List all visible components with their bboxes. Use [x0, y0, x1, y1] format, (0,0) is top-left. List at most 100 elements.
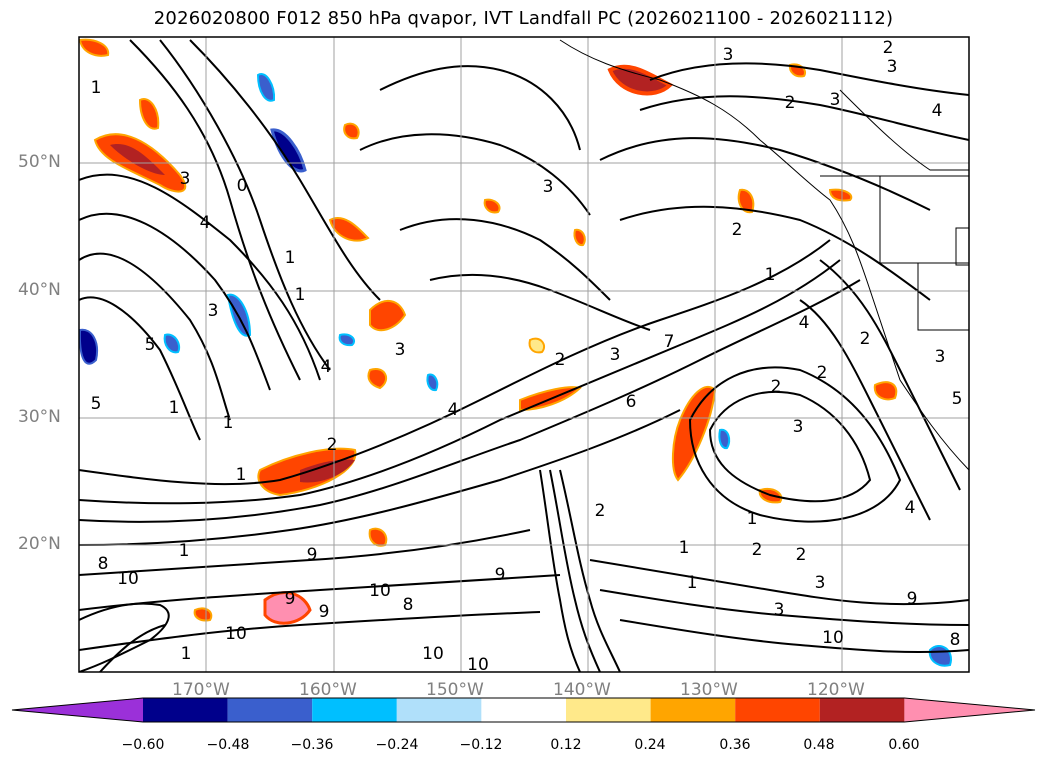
colorbar-tick-label: 0.48 [803, 737, 835, 753]
colorbar-tick-label: 0.36 [719, 737, 751, 753]
ivt-contour-lines [79, 39, 969, 672]
contour-label: 1 [179, 541, 190, 561]
map-frame [78, 36, 970, 673]
colorbar-tick-label: 0.60 [888, 737, 920, 753]
colorbar-segment [650, 698, 736, 722]
lon-label-150w: 150°W [426, 680, 484, 700]
colorbar-segment [396, 698, 482, 722]
contour-label: 10 [467, 655, 489, 675]
lat-label-20n: 20°N [18, 534, 61, 554]
contour-label: 2 [883, 38, 894, 58]
colorbar-segment [227, 698, 313, 722]
contour-label: 3 [723, 45, 734, 65]
colorbar-segment [735, 698, 820, 722]
contour-label: 3 [208, 301, 219, 321]
contour-label: 9 [307, 545, 318, 565]
colorbar-tick-label: −0.48 [206, 737, 250, 753]
lon-label-160w: 160°W [299, 680, 357, 700]
contour-label: 8 [950, 630, 961, 650]
colorbar-tick-label: −0.12 [459, 737, 503, 753]
colorbar-fills [11, 697, 1036, 723]
contour-label: 2 [817, 363, 828, 383]
colorbar-segment [481, 698, 566, 722]
contour-label: 6 [626, 392, 637, 412]
lon-label-140w: 140°W [553, 680, 611, 700]
contour-label: 2 [732, 220, 743, 240]
contour-label: 1 [679, 538, 690, 558]
contour-label: 4 [200, 213, 211, 233]
contour-label: 4 [905, 498, 916, 518]
contour-label: 10 [369, 581, 391, 601]
contour-label: 5 [145, 335, 156, 355]
contour-label: 3 [830, 90, 841, 110]
lat-label-50n: 50°N [18, 152, 61, 172]
contour-label: 2 [595, 501, 606, 521]
contour-label: 3 [395, 340, 406, 360]
contour-label: 3 [774, 600, 785, 620]
colorbar-tick-label: 0.24 [634, 737, 666, 753]
contour-label: 2 [785, 93, 796, 113]
colorbar-tick-label: −0.60 [121, 737, 165, 753]
contour-label: 1 [181, 644, 192, 664]
contour-label: 1 [169, 398, 180, 418]
lon-label-130w: 130°W [680, 680, 738, 700]
contour-label: 5 [952, 389, 963, 409]
contour-label: 1 [91, 78, 102, 98]
colorbar-outline [11, 697, 1036, 723]
contour-label: 4 [448, 400, 459, 420]
contour-label: 10 [822, 628, 844, 648]
colorbar-segment [312, 698, 397, 722]
contour-label: 3 [935, 347, 946, 367]
map-panel: 2 3 3 2 3 4 3 0 1 1 1 4 3 3 5 1 3 2 1 1 … [78, 36, 970, 675]
contour-label: 3 [815, 573, 826, 593]
coastlines [559, 39, 969, 471]
qvapor-shading [79, 38, 952, 667]
contour-label: 4 [932, 101, 943, 121]
contour-label: 9 [907, 589, 918, 609]
contour-label: 7 [664, 332, 675, 352]
contour-label: 0 [237, 176, 248, 196]
contour-label: 5 [91, 394, 102, 414]
contour-label: 3 [793, 417, 804, 437]
contour-label: 3 [543, 177, 554, 197]
contour-label: 1 [765, 265, 776, 285]
contour-label: 3 [610, 345, 621, 365]
contour-label: 2 [860, 329, 871, 349]
contour-label: 1 [295, 285, 306, 305]
contour-label: 4 [799, 313, 810, 333]
colorbar [11, 697, 1036, 723]
contour-label: 8 [98, 554, 109, 574]
colorbar-segment [12, 698, 143, 722]
contour-label: 9 [495, 565, 506, 585]
contour-labels: 2 3 3 2 3 4 3 0 1 1 1 4 3 3 5 1 3 2 1 1 … [91, 38, 963, 675]
contour-label: 1 [285, 248, 296, 268]
lat-label-30n: 30°N [18, 407, 61, 427]
contour-label: 9 [319, 602, 330, 622]
map-gridlines [79, 37, 969, 672]
contour-label: 1 [687, 573, 698, 593]
contour-label: 2 [555, 350, 566, 370]
contour-label: 2 [752, 540, 763, 560]
contour-label: 2 [796, 545, 807, 565]
contour-label: 4 [321, 357, 332, 377]
lon-label-170w: 170°W [172, 680, 230, 700]
colorbar-tick-label: 0.12 [550, 737, 582, 753]
colorbar-segment [904, 698, 1035, 722]
colorbar-tick-label: −0.24 [375, 737, 419, 753]
colorbar-segment [143, 698, 228, 722]
contour-label: 1 [236, 465, 247, 485]
contour-label: 10 [117, 569, 139, 589]
contour-label: 8 [403, 595, 414, 615]
contour-label: 10 [225, 624, 247, 644]
lat-label-40n: 40°N [18, 280, 61, 300]
contour-label: 10 [422, 644, 444, 664]
contour-label: 2 [771, 377, 782, 397]
contour-label: 3 [180, 169, 191, 189]
lon-label-120w: 120°W [807, 680, 865, 700]
contour-label: 1 [223, 413, 234, 433]
map-title: 2026020800 F012 850 hPa qvapor, IVT Land… [153, 8, 894, 29]
colorbar-segment [819, 698, 905, 722]
contour-label: 1 [747, 509, 758, 529]
colorbar-tick-label: −0.36 [290, 737, 334, 753]
colorbar-segment [566, 698, 651, 722]
